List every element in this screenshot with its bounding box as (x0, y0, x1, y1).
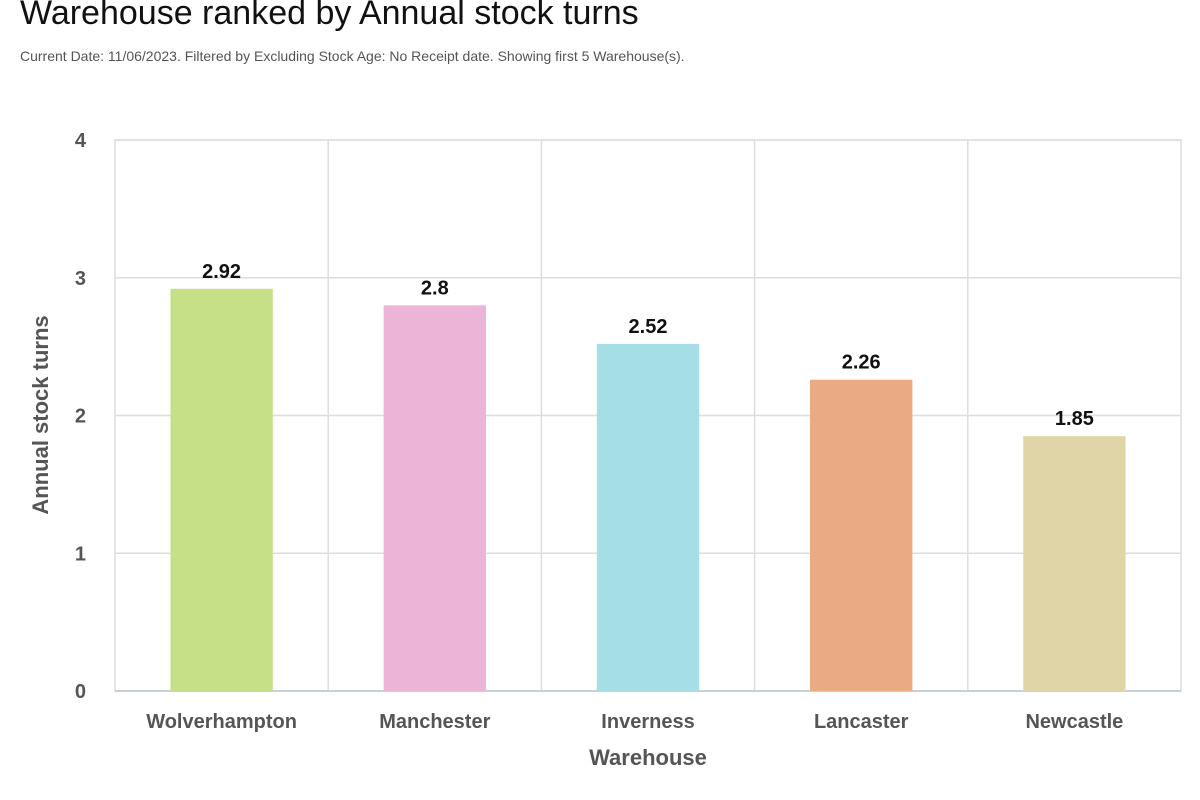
y-tick-label: 1 (75, 543, 86, 565)
y-axis-title: Annual stock turns (28, 315, 53, 514)
page-subtitle: Current Date: 11/06/2023. Filtered by Ex… (20, 48, 685, 64)
y-tick-label: 4 (75, 130, 87, 152)
y-tick-label: 2 (75, 406, 86, 428)
data-label: 1.85 (1055, 408, 1094, 430)
grid-lines (114, 139, 1182, 692)
data-label: 2.8 (421, 277, 449, 299)
y-tick-label: 0 (75, 681, 86, 703)
x-tick-label: Inverness (601, 711, 694, 733)
bar-manchester (383, 305, 486, 691)
bar-inverness (596, 343, 700, 691)
x-axis-title: Warehouse (589, 745, 707, 770)
bar-newcastle (1023, 436, 1126, 691)
data-label: 2.92 (202, 261, 241, 283)
x-tick-label: Lancaster (814, 711, 909, 733)
bar-wolverhampton (170, 288, 273, 691)
labels: 0 1 2 3 4 2.92 Wolverhampton 2.8 Manchester 2.52 I… (75, 130, 1123, 733)
y-tick-label: 3 (75, 268, 86, 290)
x-tick-label: Newcastle (1025, 711, 1123, 733)
x-tick-label: Manchester (379, 711, 490, 733)
x-tick-label: Wolverhampton (146, 711, 297, 733)
page-title: Warehouse ranked by Annual stock turns (20, 0, 639, 32)
data-label: 2.26 (842, 352, 881, 374)
data-label: 2.52 (629, 316, 668, 338)
bars (170, 288, 1126, 691)
bar-lancaster (810, 379, 913, 691)
